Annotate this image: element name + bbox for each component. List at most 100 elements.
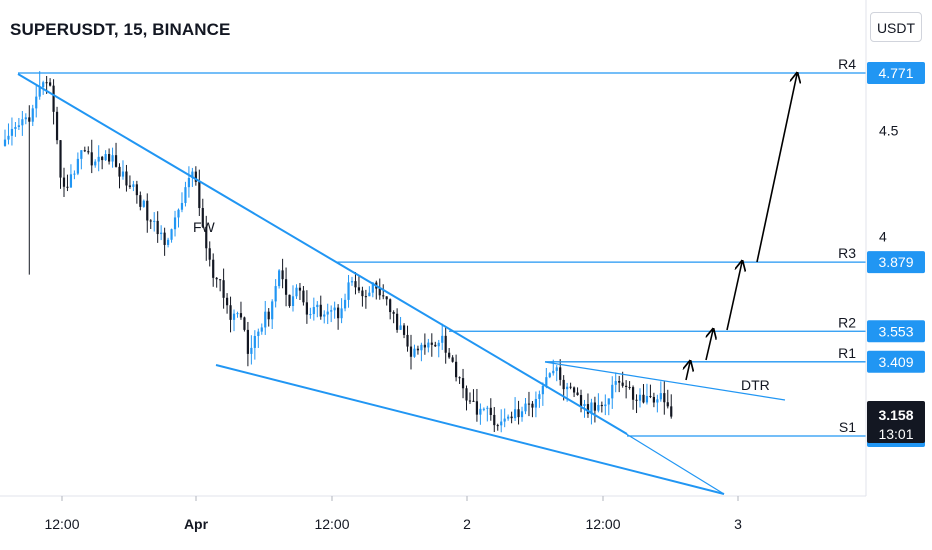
candle-body [212,259,215,278]
candle-body [451,357,454,362]
candle-body [243,317,246,330]
candle-body [475,401,479,415]
candle-body [340,308,343,319]
candle [260,323,263,335]
candle-body [316,304,319,308]
candle [94,159,97,168]
candle-body [343,299,347,309]
x-tick-label: 12:00 [44,516,79,532]
candle-body [66,186,69,188]
candle-body [31,108,34,122]
candle-body [38,87,41,97]
candle-body [236,313,239,315]
candle-body [625,385,628,387]
candle [14,121,17,137]
candle [66,174,69,192]
candle [500,409,503,433]
candle-body [458,377,461,379]
candle [579,389,583,413]
candle-body [503,418,506,422]
candle [399,316,402,331]
candle-body [531,403,534,408]
wedge-convergence-line [583,407,725,495]
candle [198,169,201,216]
candle [430,333,433,357]
candle-body [538,394,541,399]
candle-body [583,404,586,406]
candle-body [173,217,177,230]
candle-body [153,220,156,222]
candle [475,388,479,422]
candle [618,375,621,393]
candle-body [194,171,197,182]
candle [284,267,288,307]
candle-body [250,347,253,354]
candle [128,175,132,189]
candle [264,300,267,335]
candle [517,400,520,425]
candle [319,295,322,320]
price-tag-r3: 3.879 [867,251,925,274]
candle [24,113,27,125]
candle [396,308,399,333]
currency-button[interactable]: USDT [870,12,922,42]
candle-body [520,411,524,418]
candle-body [7,135,10,140]
candle [17,117,20,130]
candle-body [638,394,642,401]
candle [340,298,343,324]
candle [333,301,336,319]
candle-body [24,117,27,120]
candle [461,368,465,399]
candle [458,376,461,384]
current-price-tag: 3.158 13:01 [867,401,925,444]
price-tag-r4: 4.771 [867,62,925,84]
candle [160,225,163,241]
candle-body [541,385,544,395]
candle-body [291,296,295,307]
candle [62,167,66,197]
candle [607,398,610,416]
candle-body [323,314,326,317]
candle [409,334,413,370]
candle [378,278,381,300]
candle-body [142,200,145,207]
candle-body [302,290,305,303]
candle-body [97,156,100,162]
candle-body [371,282,374,293]
candle-body [281,270,284,280]
candle [212,253,215,287]
candle-body [135,184,138,196]
candle-body [139,195,142,207]
candle-body [278,270,281,287]
candle [38,71,41,100]
candle [73,170,76,180]
candle-body [642,394,645,403]
candle-body [534,398,538,408]
candle [555,365,558,382]
candle-body [191,171,194,178]
candle-body [225,297,229,306]
candle [666,389,669,409]
candle-body [239,313,243,318]
candle [350,276,354,286]
candle-body [59,140,62,178]
candle [572,386,576,398]
candle-body [14,126,17,129]
candle [232,309,236,332]
candle [239,301,243,320]
candle [146,193,149,233]
candle-body [90,152,93,166]
candle-body [87,151,90,153]
candle [21,110,24,136]
candlestick-series [3,71,673,433]
candle [76,152,79,176]
candle-body [566,386,569,390]
candle-body [257,331,260,336]
candle-body [337,307,340,319]
candle [257,328,260,348]
candle-body [524,403,527,412]
candle-body [184,187,187,203]
candle-body [108,154,111,162]
